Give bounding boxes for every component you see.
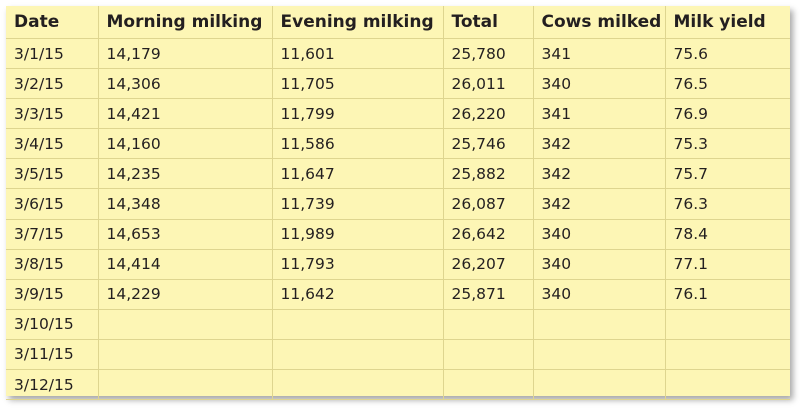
milk-yield-cell [665, 339, 790, 371]
cows-milked-cell: 340 [533, 219, 666, 250]
milk-production-sheet: Date Morning milking Evening milking Tot… [6, 6, 790, 401]
evening-milking-cell [272, 339, 444, 371]
morning-milking-cell: 14,179 [98, 38, 273, 70]
date-cell: 3/4/15 [6, 128, 99, 160]
cows-milked-cell [533, 309, 666, 340]
milking-table: Date Morning milking Evening milking Tot… [6, 6, 790, 401]
header-total: Total [443, 6, 534, 39]
total-cell: 25,871 [443, 279, 534, 310]
table-row: 3/9/15 14,229 11,642 25,871 340 76.1 [6, 279, 790, 310]
header-morning-milking: Morning milking [98, 6, 273, 39]
date-cell: 3/8/15 [6, 249, 99, 280]
date-cell: 3/2/15 [6, 68, 99, 100]
evening-milking-cell: 11,705 [272, 68, 444, 100]
total-cell [443, 309, 534, 340]
total-cell: 26,011 [443, 68, 534, 100]
evening-milking-cell [272, 369, 444, 401]
table-row: 3/10/15 [6, 309, 790, 340]
morning-milking-cell [98, 369, 273, 401]
date-cell: 3/11/15 [6, 339, 99, 371]
date-cell: 3/5/15 [6, 158, 99, 190]
morning-milking-cell: 14,229 [98, 279, 273, 310]
evening-milking-cell: 11,989 [272, 219, 444, 250]
morning-milking-cell: 14,348 [98, 188, 273, 220]
total-cell: 25,780 [443, 38, 534, 70]
date-cell: 3/1/15 [6, 38, 99, 70]
table-row: 3/3/15 14,421 11,799 26,220 341 76.9 [6, 98, 790, 130]
cows-milked-cell: 340 [533, 279, 666, 310]
milk-yield-cell: 75.3 [665, 128, 790, 160]
morning-milking-cell: 14,160 [98, 128, 273, 160]
table-body: 3/1/15 14,179 11,601 25,780 341 75.6 3/2/15 14,… [6, 38, 790, 401]
morning-milking-cell [98, 339, 273, 371]
header-cows-milked: Cows milked [533, 6, 666, 39]
total-cell: 26,220 [443, 98, 534, 130]
cows-milked-cell: 342 [533, 188, 666, 220]
morning-milking-cell: 14,235 [98, 158, 273, 190]
evening-milking-cell: 11,739 [272, 188, 444, 220]
milk-yield-cell [665, 309, 790, 340]
date-cell: 3/6/15 [6, 188, 99, 220]
evening-milking-cell: 11,586 [272, 128, 444, 160]
evening-milking-cell [272, 309, 444, 340]
table-row: 3/1/15 14,179 11,601 25,780 341 75.6 [6, 38, 790, 70]
morning-milking-cell: 14,421 [98, 98, 273, 130]
cows-milked-cell: 342 [533, 158, 666, 190]
total-cell [443, 339, 534, 371]
evening-milking-cell: 11,793 [272, 249, 444, 280]
milk-yield-cell: 76.3 [665, 188, 790, 220]
cows-milked-cell [533, 369, 666, 401]
milk-yield-cell: 76.5 [665, 68, 790, 100]
evening-milking-cell: 11,601 [272, 38, 444, 70]
cows-milked-cell: 341 [533, 38, 666, 70]
date-cell: 3/10/15 [6, 309, 99, 340]
morning-milking-cell [98, 309, 273, 340]
table-row: 3/2/15 14,306 11,705 26,011 340 76.5 [6, 68, 790, 100]
milk-yield-cell: 78.4 [665, 219, 790, 250]
table-header-row: Date Morning milking Evening milking Tot… [6, 6, 790, 39]
total-cell: 26,642 [443, 219, 534, 250]
table-row: 3/11/15 [6, 339, 790, 371]
cows-milked-cell [533, 339, 666, 371]
date-cell: 3/9/15 [6, 279, 99, 310]
table-row: 3/12/15 [6, 369, 790, 401]
cows-milked-cell: 341 [533, 98, 666, 130]
table-row: 3/6/15 14,348 11,739 26,087 342 76.3 [6, 188, 790, 220]
header-evening-milking: Evening milking [272, 6, 444, 39]
milk-yield-cell: 75.7 [665, 158, 790, 190]
milk-yield-cell [665, 369, 790, 401]
date-cell: 3/3/15 [6, 98, 99, 130]
milk-yield-cell: 75.6 [665, 38, 790, 70]
morning-milking-cell: 14,306 [98, 68, 273, 100]
evening-milking-cell: 11,647 [272, 158, 444, 190]
cows-milked-cell: 340 [533, 249, 666, 280]
evening-milking-cell: 11,799 [272, 98, 444, 130]
milk-yield-cell: 76.1 [665, 279, 790, 310]
milk-yield-cell: 77.1 [665, 249, 790, 280]
milk-yield-cell: 76.9 [665, 98, 790, 130]
date-cell: 3/7/15 [6, 219, 99, 250]
cows-milked-cell: 340 [533, 68, 666, 100]
total-cell: 26,207 [443, 249, 534, 280]
table-row: 3/5/15 14,235 11,647 25,882 342 75.7 [6, 158, 790, 190]
total-cell: 26,087 [443, 188, 534, 220]
morning-milking-cell: 14,653 [98, 219, 273, 250]
table-row: 3/7/15 14,653 11,989 26,642 340 78.4 [6, 219, 790, 250]
header-milk-yield: Milk yield [665, 6, 790, 39]
evening-milking-cell: 11,642 [272, 279, 444, 310]
total-cell: 25,746 [443, 128, 534, 160]
date-cell: 3/12/15 [6, 369, 99, 401]
table-row: 3/4/15 14,160 11,586 25,746 342 75.3 [6, 128, 790, 160]
table-row: 3/8/15 14,414 11,793 26,207 340 77.1 [6, 249, 790, 280]
total-cell [443, 369, 534, 401]
header-date: Date [6, 6, 99, 39]
total-cell: 25,882 [443, 158, 534, 190]
morning-milking-cell: 14,414 [98, 249, 273, 280]
cows-milked-cell: 342 [533, 128, 666, 160]
